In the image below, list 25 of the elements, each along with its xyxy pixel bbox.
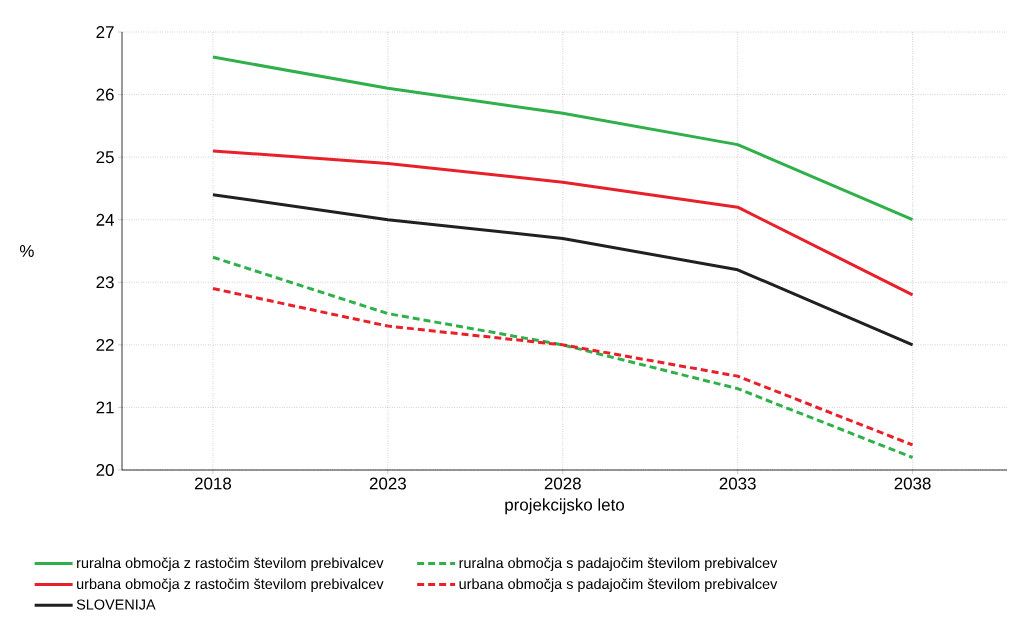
y-tick-label: 24 — [96, 213, 114, 226]
line-series — [211, 255, 915, 459]
x-axis-title: projekcijsko leto — [505, 498, 624, 515]
y-tick-label: 23 — [96, 276, 114, 289]
y-tick-label: 25 — [96, 151, 114, 164]
x-tick-label: 2028 — [544, 477, 581, 490]
y-tick-label: 26 — [96, 88, 114, 101]
y-tick-label: 22 — [96, 338, 114, 351]
x-tick-label: 2018 — [194, 477, 232, 490]
legend-label: ruralna območja z rastočim številom prebivalcev — [77, 557, 384, 571]
y-axis-title: % — [19, 245, 34, 257]
y-tick-label: 20 — [96, 464, 114, 476]
legend-label: urbana območja s padajočim številom prebivalcev — [459, 578, 778, 592]
x-tick-label: 2033 — [719, 477, 756, 490]
line-series — [211, 149, 915, 297]
line-series — [211, 55, 915, 222]
legend-label: urbana območja z rastočim številom prebivalcev — [77, 578, 384, 592]
y-tick-label: 27 — [96, 26, 114, 38]
x-tick-label: 2023 — [369, 477, 406, 490]
y-tick-label: 21 — [96, 401, 114, 414]
legend-label: ruralna območja s padajočim številom prebivalcev — [459, 557, 778, 571]
x-tick-label: 2038 — [894, 477, 931, 490]
legend-label: SLOVENIJA — [76, 599, 156, 610]
line-series — [211, 287, 915, 447]
line-series — [211, 193, 915, 347]
